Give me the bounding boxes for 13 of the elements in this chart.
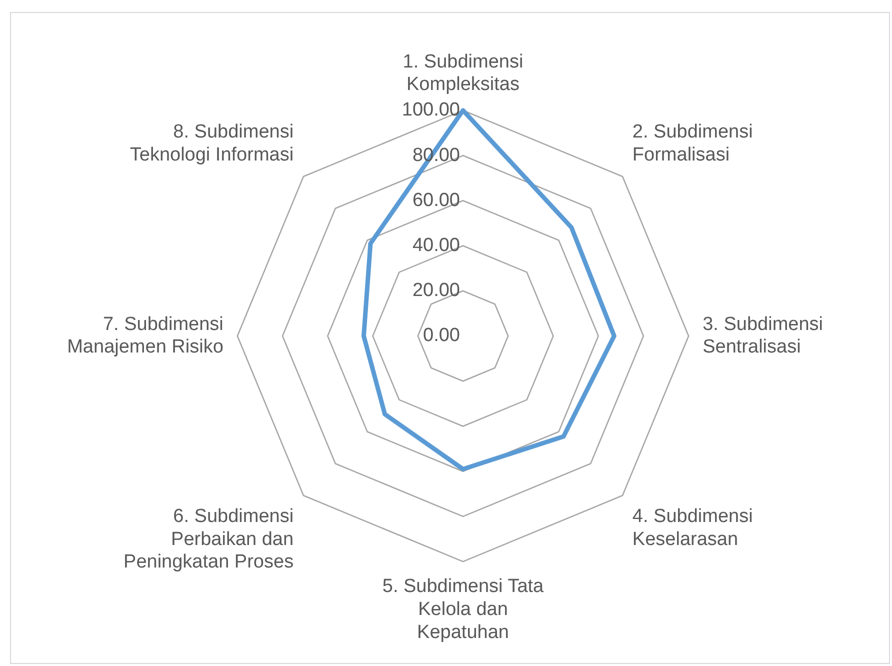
spoke-label: 7. Subdimensi Manajemen Risiko bbox=[67, 314, 224, 358]
y-tick-label: 60.00 bbox=[412, 190, 460, 211]
y-tick-label: 100.00 bbox=[402, 100, 460, 121]
y-tick-label: 20.00 bbox=[412, 280, 460, 302]
spoke-label: 3. Subdimensi Sentralisasi bbox=[702, 314, 824, 358]
spoke-label: 8. Subdimensi Teknologi Informasi bbox=[130, 122, 294, 166]
spoke-label: 5. Subdimensi Tata Kelola dan Kepatuhan bbox=[382, 576, 544, 643]
spoke-label: 6. Subdimensi Perbaikan dan Peningkatan Proses bbox=[124, 506, 294, 573]
y-tick-label: 0.00 bbox=[423, 325, 460, 346]
spoke-label: 4. Subdimensi Keselarasan bbox=[632, 506, 753, 550]
spoke-label: 1. Subdimensi Kompleksitas bbox=[402, 51, 524, 96]
y-tick-label: 40.00 bbox=[412, 234, 460, 256]
spoke-label: 2. Subdimensi Formalisasi bbox=[632, 122, 753, 166]
